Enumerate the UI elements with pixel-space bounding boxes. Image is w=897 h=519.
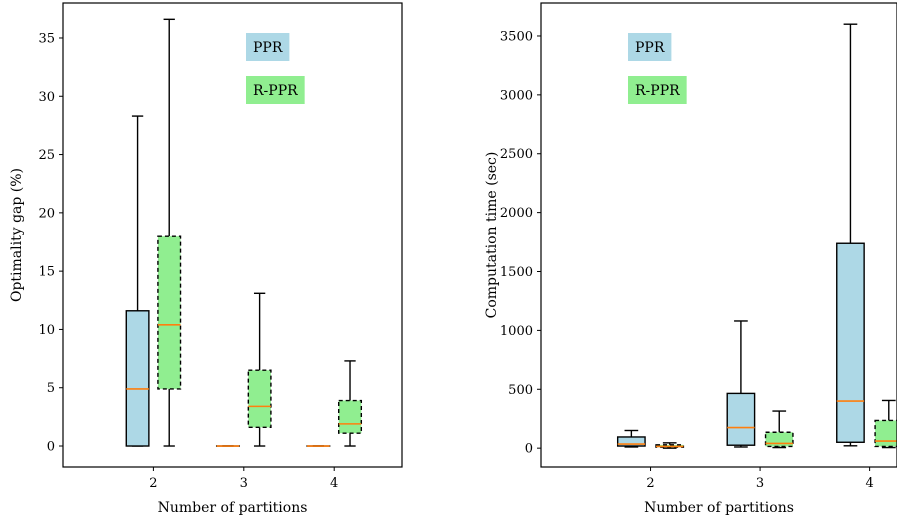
x-tick-label: 4 <box>330 476 338 491</box>
x-tick-label: 2 <box>149 476 157 491</box>
box-body <box>616 436 646 447</box>
x-axis-label: Number of partitions <box>158 500 308 516</box>
y-tick-label: 20 <box>38 206 55 221</box>
y-tick-label: 15 <box>38 265 55 280</box>
box-r-ppr-2 <box>655 442 685 449</box>
legend-ppr: PPR <box>253 40 283 56</box>
y-axis-label: Computation time (sec) <box>484 152 500 319</box>
y-tick-label: 500 <box>508 383 533 398</box>
legend-r-ppr: R-PPR <box>253 83 298 99</box>
y-tick-label: 2500 <box>500 147 533 162</box>
box-ppr-3 <box>726 320 756 448</box>
x-axis-label: Number of partitions <box>644 500 794 516</box>
y-tick-label: 1500 <box>500 265 533 280</box>
box-r-ppr-3 <box>764 410 794 449</box>
box-r-ppr-3 <box>247 292 272 447</box>
box-body <box>764 431 794 448</box>
box-ppr-2 <box>616 429 646 448</box>
y-tick-label: 35 <box>38 31 55 46</box>
x-tick-label: 3 <box>756 476 764 491</box>
box-body <box>125 310 150 447</box>
y-tick-label: 3000 <box>500 88 533 103</box>
computation-time-chart: 0 500 1000 1500 2000 2500 3000 3500 2 3 4 PPR R-PPR N… <box>484 2 897 516</box>
y-tick-label: 5 <box>47 381 55 396</box>
box-r-ppr-2 <box>157 18 182 447</box>
y-tick-label: 0 <box>525 442 533 457</box>
box-body <box>726 392 756 446</box>
legend-swatch <box>246 76 305 104</box>
y-tick-label: 10 <box>38 323 55 338</box>
box-r-ppr-4 <box>338 360 363 447</box>
y-tick-label: 3500 <box>500 29 533 44</box>
y-tick-label: 1000 <box>500 324 533 339</box>
box-r-ppr-4 <box>874 399 897 449</box>
y-tick-label: 0 <box>47 440 55 455</box>
x-tick-label: 2 <box>646 476 654 491</box>
plot-frame <box>540 2 897 468</box>
legend-swatch <box>628 33 672 61</box>
box-body <box>836 242 865 443</box>
y-axis-label: Optimality gap (%) <box>9 168 25 302</box>
legend-swatch <box>246 33 290 61</box>
x-tick-label: 4 <box>865 476 873 491</box>
x-tick-label: 3 <box>240 476 248 491</box>
y-tick-label: 2000 <box>500 206 533 221</box>
box-body <box>247 369 272 429</box>
legend-swatch <box>628 76 687 104</box>
box-body <box>874 419 897 448</box>
box-body <box>338 399 363 434</box>
y-tick-label: 30 <box>38 90 55 105</box>
box-ppr-4 <box>836 23 865 447</box>
box-ppr-2 <box>125 115 150 447</box>
plot-frame <box>62 2 403 468</box>
legend-r-ppr: R-PPR <box>635 83 680 99</box>
optimality-gap-chart: 0 5 10 15 20 25 30 35 2 3 4 PPR R-PPR Number of parti… <box>9 2 403 516</box>
box-body <box>157 235 182 390</box>
y-tick-label: 25 <box>38 148 55 163</box>
legend-ppr: PPR <box>635 40 665 56</box>
